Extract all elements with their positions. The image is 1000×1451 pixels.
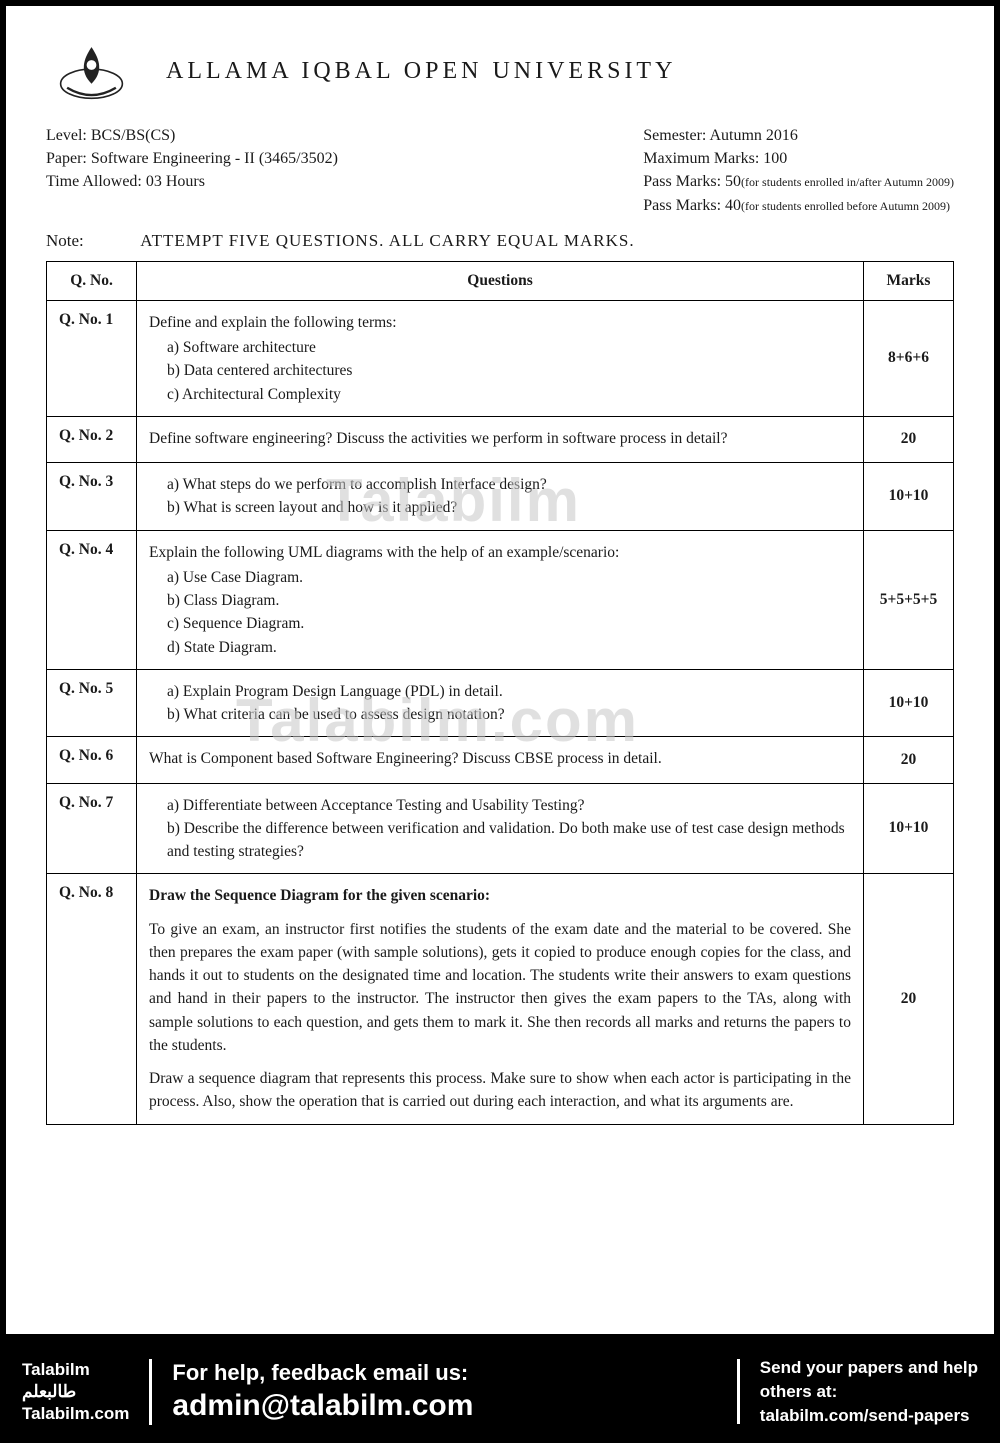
question-number: Q. No. 6	[47, 737, 137, 783]
question-body: a) Explain Program Design Language (PDL)…	[137, 669, 864, 737]
brand-line-2: طالبعلم	[22, 1381, 129, 1403]
question-number: Q. No. 7	[47, 783, 137, 874]
question-item: b) What criteria can be used to assess d…	[149, 703, 851, 726]
meta-pass1: Pass Marks: 50(for students enrolled in/…	[643, 170, 954, 193]
question-marks: 8+6+6	[864, 300, 954, 416]
question-marks: 20	[864, 874, 954, 1124]
help-email: admin@talabilm.com	[172, 1387, 716, 1425]
meta-time: Time Allowed: 03 Hours	[46, 170, 338, 193]
header-questions: Questions	[137, 261, 864, 300]
footer-help: For help, feedback email us: admin@talab…	[172, 1359, 739, 1424]
question-item: a) Software architecture	[149, 336, 851, 359]
question-lead: Explain the following UML diagrams with …	[149, 541, 851, 564]
question-body: a) Differentiate between Acceptance Test…	[137, 783, 864, 874]
question-marks: 10+10	[864, 783, 954, 874]
question-number: Q. No. 5	[47, 669, 137, 737]
questions-table: Q. No. Questions Marks Q. No. 1Define an…	[46, 261, 954, 1125]
header-qno: Q. No.	[47, 261, 137, 300]
question-marks: 10+10	[864, 669, 954, 737]
question-body: Explain the following UML diagrams with …	[137, 530, 864, 669]
meta-semester: Semester: Autumn 2016	[643, 124, 954, 147]
question-item: c) Architectural Complexity	[149, 383, 851, 406]
note-row: Note: ATTEMPT FIVE QUESTIONS. ALL CARRY …	[46, 231, 954, 251]
university-logo-icon	[46, 36, 136, 106]
question-marks: 20	[864, 737, 954, 783]
question-item: b) Describe the difference between verif…	[149, 817, 851, 864]
question-lead: Draw the Sequence Diagram for the given …	[149, 884, 851, 907]
question-item: b) Data centered architectures	[149, 359, 851, 382]
help-line: For help, feedback email us:	[172, 1359, 716, 1387]
meta-right: Semester: Autumn 2016 Maximum Marks: 100…	[643, 124, 954, 217]
meta-block: Level: BCS/BS(CS) Paper: Software Engine…	[46, 124, 954, 217]
question-lead: Define and explain the following terms:	[149, 311, 851, 334]
question-lead: Define software engineering? Discuss the…	[149, 427, 851, 450]
question-item: b) Class Diagram.	[149, 589, 851, 612]
send-line-1: Send your papers and help	[760, 1356, 978, 1380]
university-title: ALLAMA IQBAL OPEN UNIVERSITY	[166, 58, 676, 85]
header-marks: Marks	[864, 261, 954, 300]
table-row: Q. No. 5 a) Explain Program Design Langua…	[47, 669, 954, 737]
question-number: Q. No. 8	[47, 874, 137, 1124]
question-body: What is Component based Software Enginee…	[137, 737, 864, 783]
question-body: Define and explain the following terms:a…	[137, 300, 864, 416]
question-marks: 5+5+5+5	[864, 530, 954, 669]
table-row: Q. No. 8 Draw the Sequence Diagram for th…	[47, 874, 954, 1124]
table-row: Q. No. 4 Explain the following UML diagra…	[47, 530, 954, 669]
table-row: Q. No. 1Define and explain the following…	[47, 300, 954, 416]
question-number: Q. No. 1	[47, 300, 137, 416]
table-row: Q. No. 2 Define software engineering? Dis…	[47, 416, 954, 462]
question-number: Q. No. 3	[47, 463, 137, 531]
question-item: d) State Diagram.	[149, 636, 851, 659]
question-paragraph: Draw a sequence diagram that represents …	[149, 1067, 851, 1114]
meta-level: Level: BCS/BS(CS)	[46, 124, 338, 147]
question-paragraph: To give an exam, an instructor first not…	[149, 918, 851, 1058]
meta-maxmarks: Maximum Marks: 100	[643, 147, 954, 170]
table-row: Q. No. 3 a) What steps do we perform to a…	[47, 463, 954, 531]
meta-paper: Paper: Software Engineering - II (3465/3…	[46, 147, 338, 170]
footer-brand: Talabilm طالبعلم Talabilm.com	[22, 1359, 152, 1425]
brand-line-1: Talabilm	[22, 1359, 129, 1381]
question-item: b) What is screen layout and how is it a…	[149, 496, 851, 519]
question-item: c) Sequence Diagram.	[149, 612, 851, 635]
question-number: Q. No. 2	[47, 416, 137, 462]
meta-left: Level: BCS/BS(CS) Paper: Software Engine…	[46, 124, 338, 217]
question-item: a) Explain Program Design Language (PDL)…	[149, 680, 851, 703]
question-lead: What is Component based Software Enginee…	[149, 747, 851, 770]
question-number: Q. No. 4	[47, 530, 137, 669]
note-text: ATTEMPT FIVE QUESTIONS. ALL CARRY EQUAL …	[140, 231, 634, 250]
meta-pass2: Pass Marks: 40(for students enrolled bef…	[643, 194, 954, 217]
footer-send: Send your papers and help others at: tal…	[760, 1356, 978, 1427]
send-line-2: others at:	[760, 1380, 978, 1404]
header: ALLAMA IQBAL OPEN UNIVERSITY	[46, 36, 954, 106]
question-body: Draw the Sequence Diagram for the given …	[137, 874, 864, 1124]
question-body: a) What steps do we perform to accomplis…	[137, 463, 864, 531]
table-row: Q. No. 7 a) Differentiate between Accepta…	[47, 783, 954, 874]
question-marks: 10+10	[864, 463, 954, 531]
question-body: Define software engineering? Discuss the…	[137, 416, 864, 462]
question-item: a) What steps do we perform to accomplis…	[149, 473, 851, 496]
send-url: talabilm.com/send-papers	[760, 1404, 978, 1428]
table-row: Q. No. 6 What is Component based Software…	[47, 737, 954, 783]
note-label: Note:	[46, 231, 136, 251]
question-item: a) Differentiate between Acceptance Test…	[149, 794, 851, 817]
brand-line-3: Talabilm.com	[22, 1403, 129, 1425]
question-marks: 20	[864, 416, 954, 462]
footer: Talabilm طالبعلم Talabilm.com For help, …	[0, 1340, 1000, 1443]
exam-page: Talabilm Talabilm.com ALLAMA IQBAL OPEN …	[0, 0, 1000, 1340]
question-item: a) Use Case Diagram.	[149, 566, 851, 589]
